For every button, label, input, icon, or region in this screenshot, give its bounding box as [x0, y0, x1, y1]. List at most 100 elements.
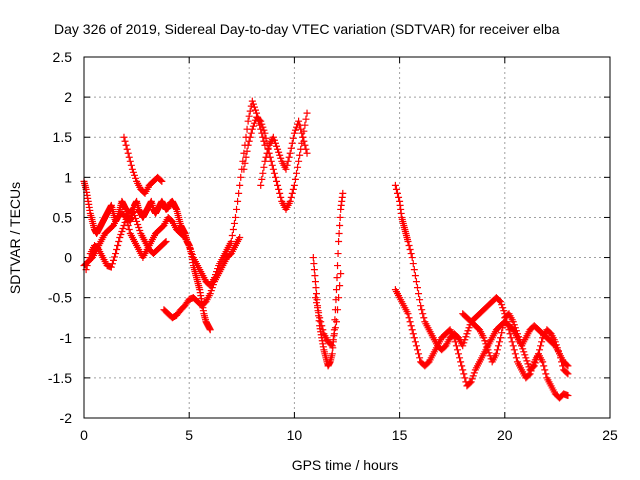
data-point — [274, 181, 282, 189]
data-point — [241, 159, 249, 167]
data-point — [332, 286, 340, 294]
data-point — [134, 220, 142, 228]
data-point — [556, 350, 564, 358]
data-point — [115, 238, 123, 246]
data-point — [158, 177, 166, 185]
data-point — [336, 282, 344, 290]
data-point — [554, 347, 562, 355]
data-point — [464, 327, 472, 335]
data-point — [286, 149, 294, 157]
data-point — [128, 165, 136, 173]
data-point — [135, 223, 143, 231]
data-point — [510, 346, 518, 354]
data-point — [283, 161, 291, 169]
y-tick-label: 1 — [64, 169, 72, 185]
data-point — [498, 329, 506, 337]
y-tick-labels: -2 -1.5 -1 -0.5 0 0.5 1 1.5 2 2.5 — [48, 49, 72, 426]
data-point — [286, 197, 294, 205]
data-point — [258, 175, 266, 183]
data-point — [552, 341, 560, 349]
data-point — [540, 362, 548, 370]
data-point — [300, 137, 308, 145]
data-point — [559, 362, 567, 370]
data-point — [484, 346, 492, 354]
data-point — [295, 117, 303, 125]
y-tick-label: -1.5 — [48, 370, 72, 386]
data-point — [229, 225, 237, 233]
data-point — [312, 299, 320, 307]
y-tick-label: 2.5 — [53, 49, 73, 65]
data-point — [108, 260, 116, 268]
y-tick-label: 0.5 — [53, 209, 73, 225]
data-point — [112, 250, 120, 258]
data-point — [393, 189, 401, 197]
data-point — [470, 369, 478, 377]
data-point — [267, 157, 275, 165]
data-point — [469, 372, 477, 380]
data-point — [271, 139, 279, 147]
data-point — [269, 133, 277, 141]
data-point — [332, 318, 340, 326]
data-point — [334, 306, 342, 314]
data-point — [264, 145, 272, 153]
data-point — [461, 374, 469, 382]
data-point — [122, 141, 130, 149]
data-point — [119, 224, 127, 232]
data-point — [301, 141, 309, 149]
data-point — [317, 318, 325, 326]
data-point — [233, 205, 241, 213]
data-point — [127, 161, 135, 169]
data-point — [125, 225, 133, 233]
data-point — [293, 169, 301, 177]
data-point — [234, 197, 242, 205]
data-point — [458, 362, 466, 370]
data-point — [227, 238, 235, 246]
data-point — [457, 358, 465, 366]
y-tick-label: 2 — [64, 89, 72, 105]
data-point — [311, 278, 319, 286]
data-point — [415, 350, 423, 358]
data-point — [496, 338, 504, 346]
data-point — [130, 211, 138, 219]
data-point — [460, 339, 468, 347]
data-point — [113, 246, 121, 254]
data-point — [538, 338, 546, 346]
data-point — [85, 254, 93, 262]
data-point — [463, 330, 471, 338]
data-point — [530, 362, 538, 370]
data-point — [451, 338, 459, 346]
data-point — [128, 205, 136, 213]
data-point — [257, 117, 265, 125]
data-point — [130, 171, 138, 179]
data-point — [492, 350, 500, 358]
data-point — [312, 290, 320, 298]
data-point — [114, 242, 122, 250]
data-point — [247, 129, 255, 137]
data-point — [291, 175, 299, 183]
data-point — [557, 354, 565, 362]
data-point — [404, 310, 412, 318]
data-point — [273, 177, 281, 185]
data-point — [121, 218, 129, 226]
data-point — [523, 357, 531, 365]
data-point — [107, 263, 115, 271]
data-point — [258, 120, 266, 128]
data-point — [412, 342, 420, 350]
data-point — [480, 334, 488, 342]
data-point — [481, 337, 489, 345]
data-point — [228, 231, 236, 239]
data-point — [290, 129, 298, 137]
data-point — [291, 126, 299, 134]
data-point — [299, 133, 307, 141]
data-point — [290, 181, 298, 189]
data-point — [529, 363, 537, 371]
data-point — [208, 284, 216, 292]
data-point — [413, 346, 421, 354]
data-point — [296, 121, 304, 129]
data-point — [417, 302, 425, 310]
y-tick-label: 1.5 — [53, 129, 73, 145]
data-point — [331, 324, 339, 332]
data-point — [507, 334, 515, 342]
data-point — [126, 157, 134, 165]
